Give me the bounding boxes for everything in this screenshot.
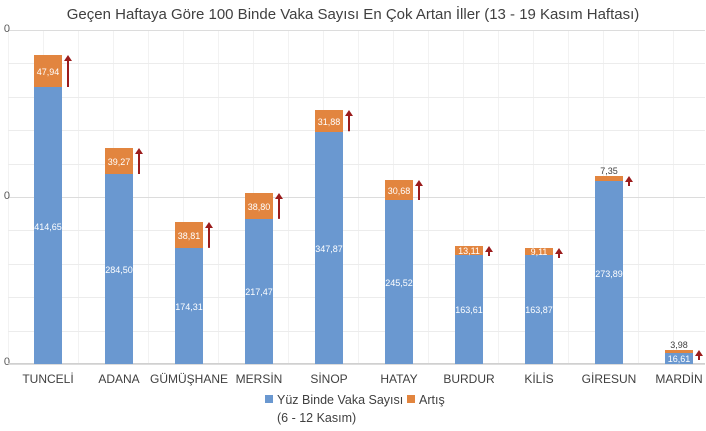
- data-label-cases: 16,61: [667, 354, 691, 364]
- bar-segment-cases: 163,87: [525, 254, 553, 364]
- x-axis-label: ADANA: [98, 372, 140, 386]
- legend-swatch-blue: [265, 395, 273, 403]
- data-label-cases: 245,52: [385, 278, 413, 288]
- up-arrow-icon: [64, 55, 72, 88]
- legend-item-increase: Artış: [407, 393, 445, 407]
- legend-label-cases-period: (6 - 12 Kasım): [277, 411, 357, 425]
- plot-area: 0 0 0 414,65 47,94 284,50 39,27 174,31 38,81 2…: [4, 23, 705, 368]
- gridline: [8, 63, 705, 65]
- legend-item-cases: Yüz Binde Vaka Sayısı: [265, 393, 403, 407]
- up-arrow-icon: [345, 110, 353, 132]
- up-arrow-icon: [695, 350, 703, 361]
- bar-burdur: 163,61 13,11: [455, 245, 483, 364]
- bar-segment-increase: 3,98: [665, 340, 693, 353]
- data-label-cases: 163,61: [455, 305, 483, 316]
- gridline: [8, 230, 705, 232]
- data-label-increase: 38,81: [177, 230, 201, 241]
- up-arrow-icon: [415, 179, 423, 200]
- bar-segment-increase: 7,35: [595, 166, 623, 182]
- gridline: [8, 263, 705, 265]
- data-label-cases: 284,50: [105, 264, 133, 275]
- bar-segment-increase: 13,11: [455, 245, 483, 256]
- bar-segment-cases: 217,47: [245, 218, 273, 364]
- gridline: [8, 197, 705, 198]
- legend-label-cases: Yüz Binde Vaka Sayısı: [277, 393, 404, 407]
- bar-segment-increase: 47,94: [34, 55, 62, 88]
- up-arrow-icon: [625, 176, 633, 187]
- chart-title: Geçen Haftaya Göre 100 Binde Vaka Sayısı…: [66, 6, 640, 23]
- bar-ki̇li̇s: 163,87 9,11: [525, 247, 553, 364]
- data-label-increase: 39,27: [107, 156, 131, 167]
- up-arrow-icon: [485, 245, 493, 256]
- x-axis-label: GİRESUN: [581, 372, 637, 386]
- bar-segment-cases: 414,65: [34, 87, 62, 364]
- x-axis-label: KİLİS: [524, 372, 554, 386]
- gridline: [8, 30, 705, 31]
- bar-segment-cases: 284,50: [105, 173, 133, 364]
- data-label-increase: 47,94: [36, 67, 60, 78]
- bar-adana: 284,50 39,27: [105, 147, 133, 364]
- data-label-cases: 163,87: [525, 305, 553, 316]
- data-label-increase: 30,68: [387, 185, 411, 196]
- bar-segment-cases: 16,61: [665, 352, 693, 364]
- legend-swatch-orange: [407, 395, 415, 403]
- bar-segment-increase: 39,27: [105, 147, 133, 174]
- x-axis-label: TUNCELİ: [22, 372, 74, 386]
- y-tick-250: 0: [3, 190, 10, 202]
- data-label-cases: 273,89: [595, 268, 623, 279]
- data-label-increase: 13,11: [458, 246, 480, 257]
- bar-segment-cases: 347,87: [315, 131, 343, 364]
- bar-segment-cases: 245,52: [385, 200, 413, 364]
- data-label-increase: 7,35: [600, 166, 618, 177]
- data-label-increase: 9,11: [530, 246, 548, 257]
- bar-hatay: 245,52 30,68: [385, 179, 413, 364]
- bar-segment-increase: 9,11: [525, 247, 553, 257]
- up-arrow-icon: [275, 192, 283, 219]
- bar-segment-cases: 163,61: [455, 254, 483, 364]
- bar-segment-cases: 174,31: [175, 247, 203, 364]
- bar-tunceli̇: 414,65 47,94: [34, 55, 62, 364]
- gridline: [8, 130, 705, 132]
- data-label-cases: 347,87: [315, 243, 343, 254]
- bar-mardi̇n: 16,61 3,98: [665, 340, 693, 364]
- bar-gümüşhane: 174,31 38,81: [175, 221, 203, 364]
- bar-segment-increase: 31,88: [315, 110, 343, 132]
- x-axis-label: MERSİN: [235, 372, 283, 386]
- up-arrow-icon: [555, 248, 563, 259]
- x-axis-label: BURDUR: [443, 372, 495, 386]
- gridline: [8, 163, 705, 165]
- data-label-cases: 174,31: [175, 301, 203, 312]
- gridline: [8, 364, 705, 365]
- gridline: [8, 96, 705, 98]
- data-label-increase: 31,88: [317, 116, 341, 127]
- bar-mersi̇n: 217,47 38,80: [245, 192, 273, 364]
- bar-segment-cases: 273,89: [595, 181, 623, 364]
- bar-segment-increase: 30,68: [385, 179, 413, 200]
- bar-segment-increase: 38,80: [245, 192, 273, 219]
- bar-gi̇resun: 273,89 7,35: [595, 166, 623, 364]
- y-tick-500: 0: [3, 23, 10, 35]
- x-axis-label: MARDİN: [655, 372, 703, 386]
- x-axis-label: SİNOP: [310, 372, 348, 386]
- legend-label-increase: Artış: [419, 393, 445, 407]
- data-label-increase: 3,98: [670, 340, 688, 351]
- x-axis-label: GÜMÜŞHANE: [149, 372, 228, 386]
- bar-si̇nop: 347,87 31,88: [315, 110, 343, 364]
- gridline: [8, 297, 705, 299]
- legend-item-cases-line2: (6 - 12 Kasım): [277, 411, 356, 425]
- data-label-increase: 38,80: [247, 201, 271, 212]
- data-label-cases: 217,47: [245, 287, 273, 298]
- x-axis-label: HATAY: [380, 372, 418, 386]
- up-arrow-icon: [205, 221, 213, 248]
- gridline: [8, 330, 705, 332]
- y-tick-0: 0: [3, 356, 10, 368]
- data-label-cases: 414,65: [34, 221, 62, 232]
- bar-segment-increase: 38,81: [175, 221, 203, 248]
- up-arrow-icon: [135, 147, 143, 174]
- x-axis-line: [8, 363, 705, 364]
